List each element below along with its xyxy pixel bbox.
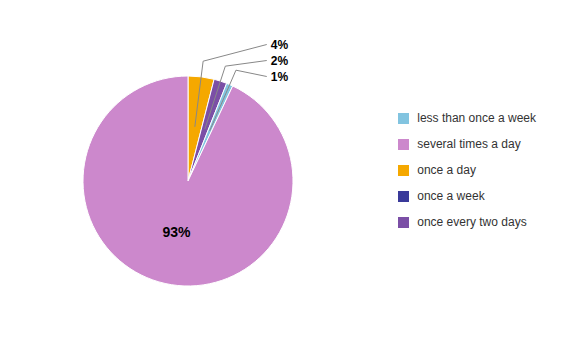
svg-text:1%: 1% bbox=[271, 70, 289, 84]
svg-text:4%: 4% bbox=[271, 38, 289, 52]
svg-text:2%: 2% bbox=[271, 54, 289, 68]
html-text:once every two days: once every two days bbox=[417, 215, 527, 229]
html-text:once a week: once a week bbox=[417, 189, 485, 203]
html-text:once a day: once a day bbox=[417, 163, 476, 177]
html-text:less than once a week: less than once a week bbox=[417, 111, 536, 125]
html-text:several times a day: several times a day bbox=[417, 137, 521, 151]
svg-text:93%: 93% bbox=[163, 224, 192, 240]
